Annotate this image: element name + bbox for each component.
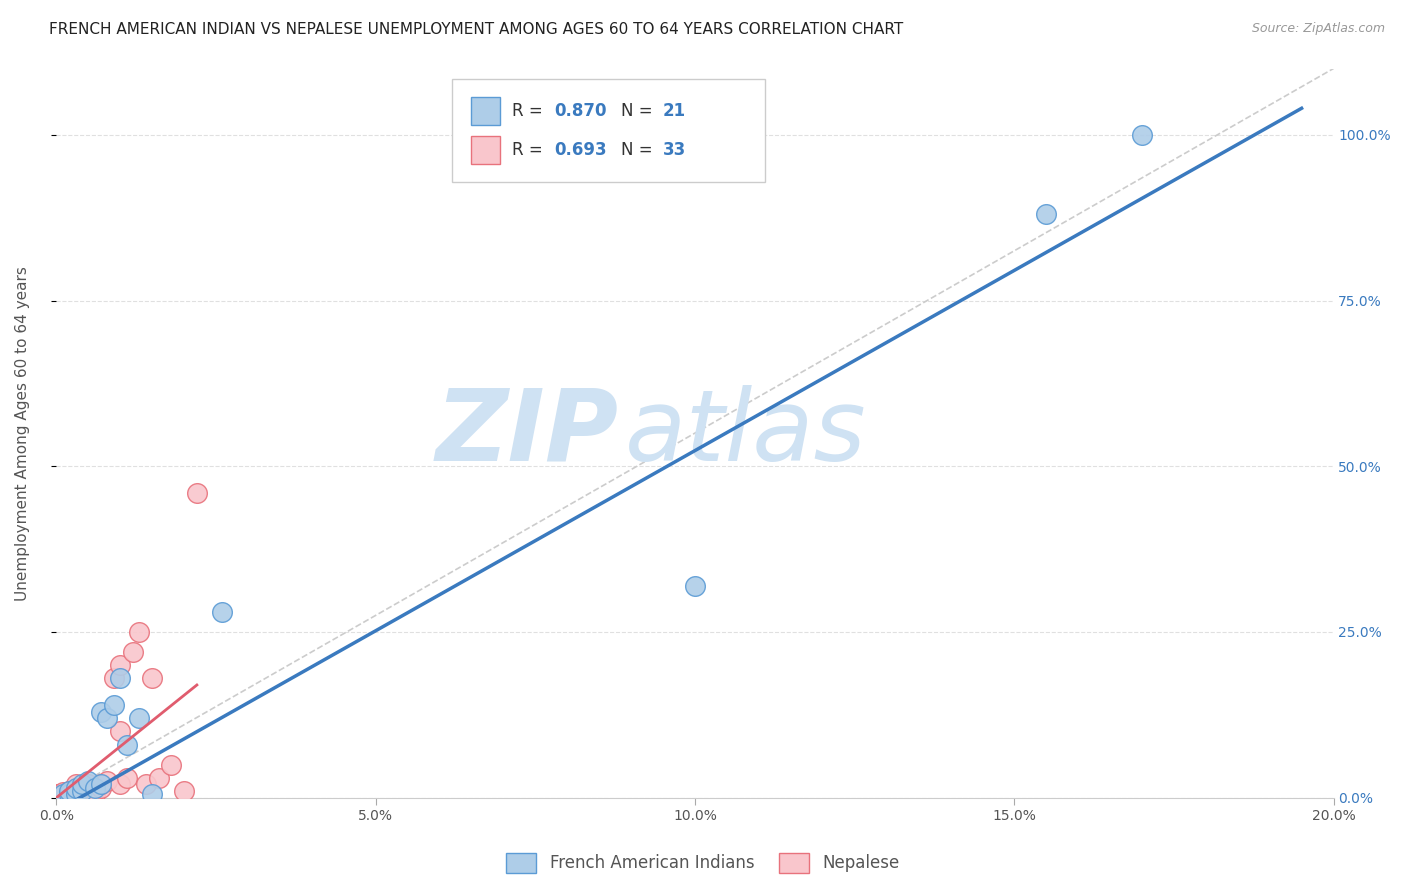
Point xyxy=(173,784,195,798)
Point xyxy=(90,777,112,791)
Text: FRENCH AMERICAN INDIAN VS NEPALESE UNEMPLOYMENT AMONG AGES 60 TO 64 YEARS CORREL: FRENCH AMERICAN INDIAN VS NEPALESE UNEMP… xyxy=(49,22,904,37)
Point xyxy=(1035,207,1057,221)
Text: ZIP: ZIP xyxy=(436,384,619,482)
FancyBboxPatch shape xyxy=(471,97,499,125)
Point xyxy=(683,578,706,592)
Point xyxy=(58,789,80,803)
Point xyxy=(103,698,125,712)
Point xyxy=(128,711,150,725)
Text: Source: ZipAtlas.com: Source: ZipAtlas.com xyxy=(1251,22,1385,36)
Point xyxy=(83,780,105,795)
Point xyxy=(83,784,105,798)
Point xyxy=(110,658,132,673)
FancyBboxPatch shape xyxy=(453,79,765,182)
Point xyxy=(65,789,87,803)
Point xyxy=(90,705,112,719)
Point xyxy=(160,757,183,772)
Point xyxy=(58,788,80,802)
Point xyxy=(211,605,233,619)
Point xyxy=(90,777,112,791)
Point xyxy=(77,785,100,799)
Point xyxy=(148,771,170,785)
Point xyxy=(135,777,157,791)
Point xyxy=(96,774,118,789)
Point xyxy=(110,724,132,739)
Point xyxy=(122,645,145,659)
Point xyxy=(128,624,150,639)
Text: 0.870: 0.870 xyxy=(554,102,607,120)
Point xyxy=(141,671,163,685)
Point xyxy=(65,777,87,791)
Point xyxy=(77,789,100,804)
Point xyxy=(70,788,93,802)
Point xyxy=(45,788,67,802)
Point xyxy=(115,738,138,752)
Legend: French American Indians, Nepalese: French American Indians, Nepalese xyxy=(499,847,907,880)
Point xyxy=(58,788,80,802)
Text: 21: 21 xyxy=(664,102,686,120)
Point xyxy=(77,774,100,789)
Point xyxy=(58,784,80,798)
Point xyxy=(58,784,80,798)
Point xyxy=(110,777,132,791)
Point xyxy=(96,711,118,725)
Point xyxy=(65,780,87,795)
Point xyxy=(103,671,125,685)
Point xyxy=(45,789,67,804)
Y-axis label: Unemployment Among Ages 60 to 64 years: Unemployment Among Ages 60 to 64 years xyxy=(15,266,30,600)
Point xyxy=(110,671,132,685)
Text: R =: R = xyxy=(512,141,548,159)
Text: R =: R = xyxy=(512,102,548,120)
Text: 33: 33 xyxy=(664,141,686,159)
Point xyxy=(70,777,93,791)
Text: 0.693: 0.693 xyxy=(554,141,607,159)
Point xyxy=(65,785,87,799)
Point xyxy=(141,788,163,802)
Point xyxy=(77,777,100,791)
Point xyxy=(70,784,93,798)
Point xyxy=(65,788,87,802)
Point xyxy=(115,771,138,785)
Point xyxy=(83,788,105,802)
Point xyxy=(52,788,75,802)
Point xyxy=(90,780,112,795)
Point xyxy=(52,785,75,799)
Text: N =: N = xyxy=(621,141,658,159)
Text: N =: N = xyxy=(621,102,658,120)
Point xyxy=(52,789,75,803)
FancyBboxPatch shape xyxy=(471,136,499,164)
Point xyxy=(186,485,208,500)
Point xyxy=(1130,128,1153,142)
Text: atlas: atlas xyxy=(624,384,866,482)
Point xyxy=(70,782,93,797)
